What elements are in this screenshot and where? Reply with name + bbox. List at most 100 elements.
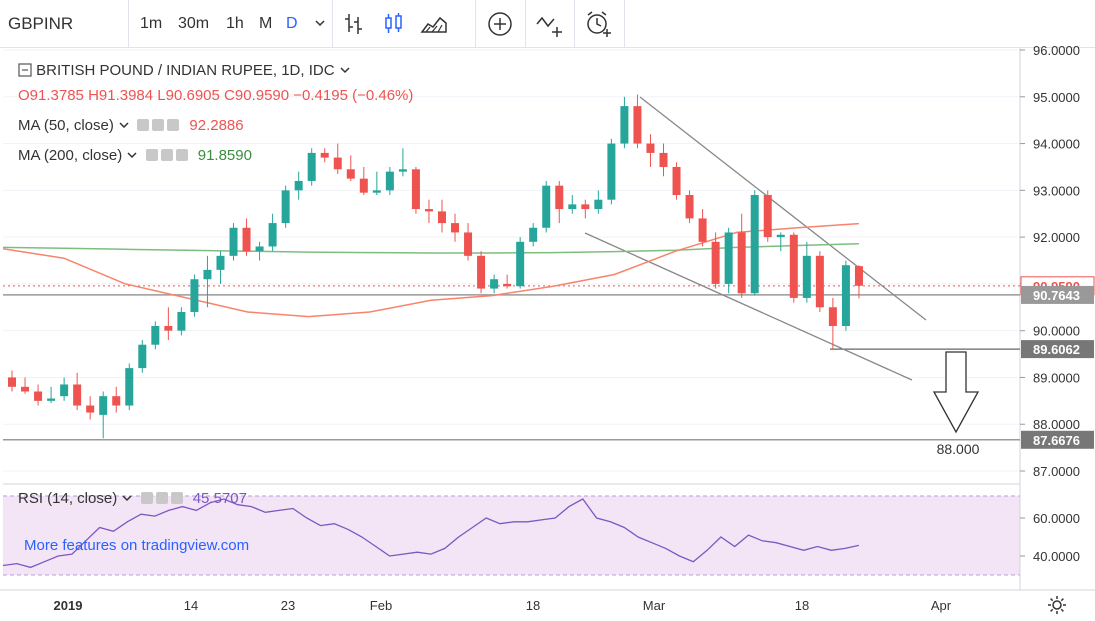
candle-body xyxy=(763,195,772,238)
ma50-line xyxy=(2,222,859,318)
candle-body xyxy=(151,326,160,345)
candle-body xyxy=(529,227,538,242)
price-tick-label: 89.0000 xyxy=(1033,370,1080,385)
candle-body xyxy=(177,311,186,331)
alert-icon[interactable] xyxy=(585,10,615,38)
time-tick-label: 18 xyxy=(526,598,540,613)
symbol-search[interactable]: GBPINR xyxy=(8,14,74,33)
visibility-icon[interactable] xyxy=(145,149,158,161)
price-label-box xyxy=(1021,340,1094,359)
visibility-icon[interactable] xyxy=(140,492,153,504)
chevron-down-icon[interactable] xyxy=(126,150,138,160)
price-tick-label: 87.0000 xyxy=(1033,464,1080,479)
price-tick-label: 88.0000 xyxy=(1033,417,1080,432)
area-chart-icon[interactable] xyxy=(420,12,448,36)
ohlc-high: H91.3984 xyxy=(88,87,154,104)
ohlc-close: C90.9590 xyxy=(224,87,290,104)
candle-body xyxy=(620,106,629,144)
settings-icon[interactable] xyxy=(155,492,168,504)
bar-chart-icon[interactable] xyxy=(343,12,365,36)
ma50-value: 92.2886 xyxy=(189,117,244,134)
candle-body xyxy=(268,223,277,247)
candle-body xyxy=(542,185,551,228)
ma50-legend[interactable]: MA (50, close) 92.2886 xyxy=(18,117,244,134)
ohlc-open: O91.3785 xyxy=(18,87,84,104)
chart-title-text: BRITISH POUND / INDIAN RUPEE, 1D, IDC xyxy=(36,62,335,79)
price-label-text: 87.6676 xyxy=(1033,433,1080,448)
price-tick-label: 90.0000 xyxy=(1033,324,1080,339)
candle-body xyxy=(138,344,147,369)
toolbar-divider xyxy=(624,0,625,47)
chevron-down-icon[interactable] xyxy=(121,493,133,503)
remove-icon[interactable] xyxy=(167,119,180,131)
ma200-legend[interactable]: MA (200, close) 91.8590 xyxy=(18,147,252,164)
toolbar-divider xyxy=(332,0,333,47)
compare-add-icon[interactable] xyxy=(487,11,513,37)
candle-body xyxy=(359,178,368,193)
rsi-line xyxy=(2,498,860,569)
price-tick-label: 95.0000 xyxy=(1033,90,1080,105)
settings-icon[interactable] xyxy=(160,149,173,161)
candle-body xyxy=(437,211,446,224)
time-tick-label: Mar xyxy=(643,598,666,613)
candle-body xyxy=(490,279,499,289)
settings-icon[interactable] xyxy=(152,119,165,131)
rsi-tick-label: 60.0000 xyxy=(1033,511,1080,526)
indicators-icon[interactable] xyxy=(535,12,565,38)
toolbar-divider xyxy=(128,0,129,47)
candle-body xyxy=(411,169,420,210)
interval-day[interactable]: D xyxy=(286,15,298,32)
candle-body xyxy=(672,166,681,196)
collapse-icon[interactable] xyxy=(18,63,32,77)
upper-trend-line xyxy=(639,96,927,321)
interval-month[interactable]: M xyxy=(259,15,273,32)
candle-body xyxy=(633,106,642,144)
candle-body xyxy=(646,143,655,153)
rsi-legend[interactable]: RSI (14, close) 45.5707 xyxy=(18,490,247,507)
candle-body xyxy=(659,152,668,167)
rsi-value: 45.5707 xyxy=(192,490,247,507)
time-tick-label: Feb xyxy=(370,598,392,613)
candle-body xyxy=(737,232,746,294)
candle-body xyxy=(477,255,486,289)
rsi-label: RSI (14, close) xyxy=(18,490,118,507)
toolbar-divider xyxy=(475,0,476,47)
gear-icon[interactable] xyxy=(1046,594,1068,616)
candle-body xyxy=(424,209,433,212)
chevron-down-icon[interactable] xyxy=(118,120,130,130)
candles xyxy=(8,94,863,439)
candle-body xyxy=(451,223,460,233)
candle-body xyxy=(320,152,329,158)
chevron-down-icon[interactable] xyxy=(339,65,351,75)
time-tick-label: 18 xyxy=(795,598,809,613)
candle-body xyxy=(503,283,512,287)
candle-body xyxy=(21,386,30,392)
candle-body xyxy=(281,190,290,224)
toolbar-divider xyxy=(525,0,526,47)
interval-1m[interactable]: 1m xyxy=(140,15,163,32)
candle-body xyxy=(685,195,694,219)
rsi-band xyxy=(3,496,1020,575)
visibility-icon[interactable] xyxy=(137,119,150,131)
candle-body xyxy=(346,169,355,179)
interval-30m[interactable]: 30m xyxy=(178,15,210,32)
rsi-line-group xyxy=(2,498,860,569)
candle-body xyxy=(711,241,720,284)
remove-icon[interactable] xyxy=(175,149,188,161)
candle-body xyxy=(86,405,95,413)
price-label-text: 90.7643 xyxy=(1033,288,1080,303)
candle-body xyxy=(854,266,863,286)
remove-icon[interactable] xyxy=(170,492,183,504)
candlestick-icon[interactable] xyxy=(383,12,405,36)
price-tick-label: 94.0000 xyxy=(1033,137,1080,152)
price-tick-label: 92.0000 xyxy=(1033,230,1080,245)
interval-1h[interactable]: 1h xyxy=(226,15,244,32)
candle-body xyxy=(841,265,850,327)
down-arrow-icon xyxy=(932,351,980,434)
horizontal-levels xyxy=(3,285,1020,441)
candle-body xyxy=(190,279,199,312)
chevron-down-icon[interactable] xyxy=(314,16,326,32)
candle-body xyxy=(607,143,616,200)
promo-link[interactable]: More features on tradingview.com xyxy=(24,537,250,554)
